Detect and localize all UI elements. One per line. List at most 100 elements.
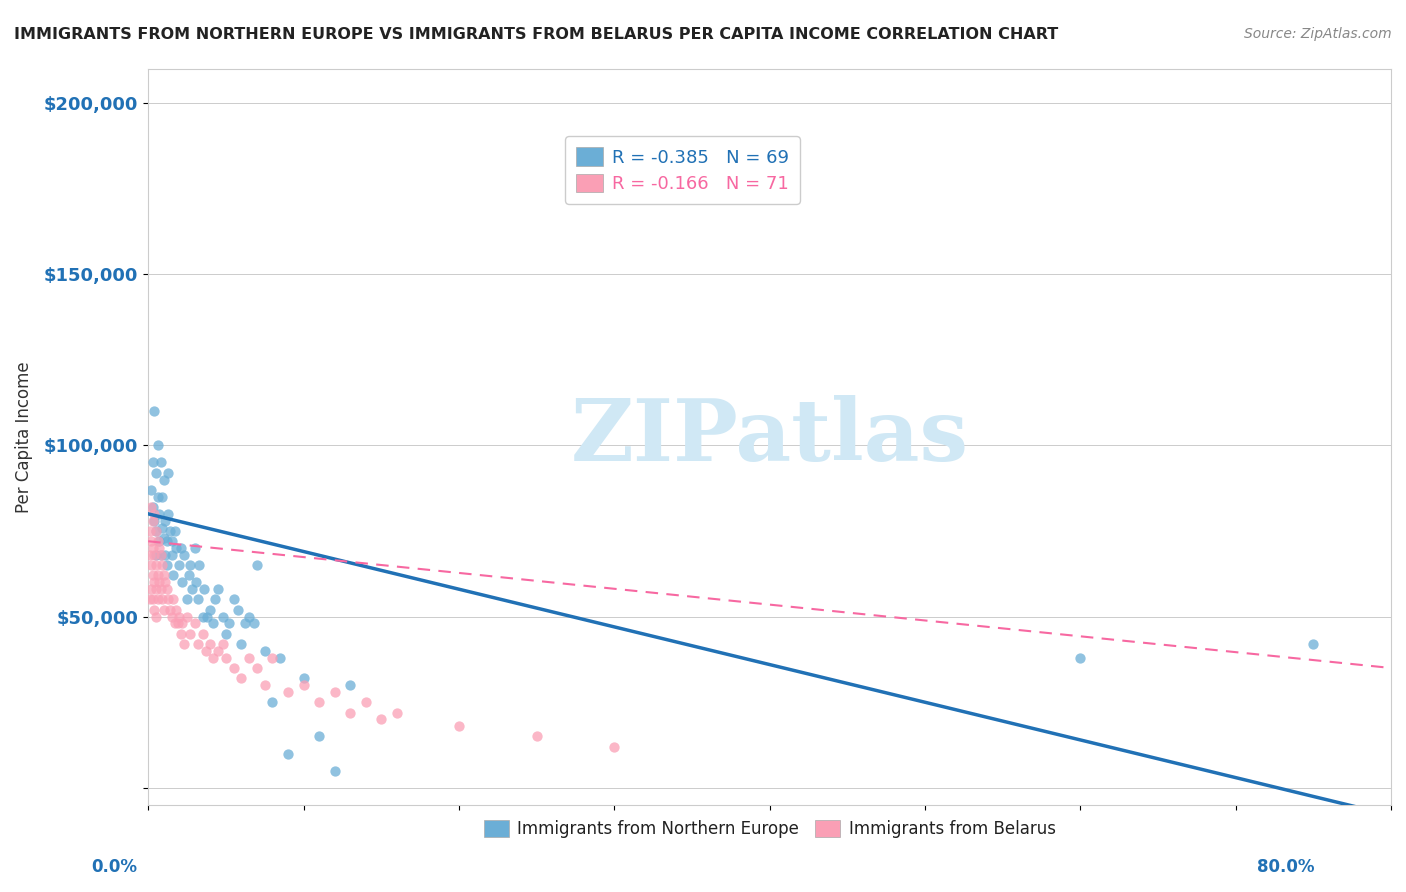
- Point: [184, 616, 207, 631]
- Point: [157, 466, 180, 480]
- Point: [148, 541, 170, 555]
- Point: [233, 616, 256, 631]
- Point: [323, 764, 346, 778]
- Point: [176, 609, 198, 624]
- Text: IMMIGRANTS FROM NORTHERN EUROPE VS IMMIGRANTS FROM BELARUS PER CAPITA INCOME COR: IMMIGRANTS FROM NORTHERN EUROPE VS IMMIG…: [14, 27, 1059, 42]
- Text: 0.0%: 0.0%: [91, 858, 138, 876]
- Point: [146, 438, 169, 452]
- Point: [152, 603, 174, 617]
- Point: [215, 650, 238, 665]
- Point: [193, 582, 215, 597]
- Point: [155, 548, 177, 562]
- Point: [200, 603, 222, 617]
- Point: [162, 568, 184, 582]
- Legend: Immigrants from Northern Europe, Immigrants from Belarus: Immigrants from Northern Europe, Immigra…: [477, 813, 1063, 845]
- Point: [150, 558, 173, 573]
- Point: [142, 500, 165, 514]
- Point: [142, 592, 165, 607]
- Point: [152, 473, 174, 487]
- Point: [146, 534, 169, 549]
- Point: [187, 637, 209, 651]
- Point: [188, 558, 211, 573]
- Point: [262, 650, 284, 665]
- Point: [238, 650, 260, 665]
- Point: [308, 695, 330, 709]
- Point: [243, 616, 266, 631]
- Point: [173, 548, 195, 562]
- Point: [142, 568, 165, 582]
- Point: [186, 575, 208, 590]
- Point: [207, 644, 229, 658]
- Point: [139, 524, 162, 538]
- Point: [156, 558, 179, 573]
- Point: [179, 558, 201, 573]
- Point: [159, 524, 181, 538]
- Point: [141, 582, 163, 597]
- Point: [169, 558, 191, 573]
- Point: [165, 603, 187, 617]
- Point: [148, 534, 170, 549]
- Point: [142, 514, 165, 528]
- Point: [146, 490, 169, 504]
- Point: [231, 637, 253, 651]
- Point: [173, 637, 195, 651]
- Point: [215, 626, 238, 640]
- Point: [177, 568, 200, 582]
- Point: [170, 626, 193, 640]
- Point: [145, 582, 167, 597]
- Point: [447, 719, 470, 733]
- Point: [222, 592, 245, 607]
- Point: [156, 582, 179, 597]
- Point: [145, 548, 167, 562]
- Point: [145, 524, 167, 538]
- Point: [150, 490, 173, 504]
- Point: [370, 712, 392, 726]
- Point: [162, 592, 184, 607]
- Point: [269, 650, 291, 665]
- Point: [308, 730, 330, 744]
- Point: [191, 626, 214, 640]
- Point: [277, 747, 299, 761]
- Point: [152, 568, 174, 582]
- Point: [180, 582, 202, 597]
- Point: [603, 739, 626, 754]
- Point: [194, 644, 217, 658]
- Point: [143, 603, 166, 617]
- Point: [141, 483, 163, 497]
- Point: [200, 637, 222, 651]
- Point: [211, 609, 233, 624]
- Point: [170, 541, 193, 555]
- Point: [156, 534, 179, 549]
- Point: [226, 603, 249, 617]
- Point: [339, 678, 361, 692]
- Point: [202, 616, 225, 631]
- Point: [143, 507, 166, 521]
- Point: [145, 609, 167, 624]
- Point: [202, 650, 225, 665]
- Point: [218, 616, 240, 631]
- Point: [339, 706, 361, 720]
- Point: [152, 531, 174, 545]
- Point: [172, 575, 194, 590]
- Point: [204, 592, 226, 607]
- Point: [222, 661, 245, 675]
- Point: [143, 548, 166, 562]
- Point: [163, 524, 186, 538]
- Point: [149, 582, 172, 597]
- Point: [292, 671, 315, 685]
- Point: [323, 685, 346, 699]
- Text: Source: ZipAtlas.com: Source: ZipAtlas.com: [1244, 27, 1392, 41]
- Text: 80.0%: 80.0%: [1257, 858, 1315, 876]
- Point: [246, 661, 269, 675]
- Point: [354, 695, 377, 709]
- Point: [139, 592, 162, 607]
- Point: [253, 644, 276, 658]
- Point: [155, 514, 177, 528]
- Point: [195, 609, 218, 624]
- Point: [385, 706, 408, 720]
- Point: [149, 455, 172, 469]
- Point: [166, 616, 188, 631]
- Point: [145, 466, 167, 480]
- Point: [191, 609, 214, 624]
- Point: [159, 603, 181, 617]
